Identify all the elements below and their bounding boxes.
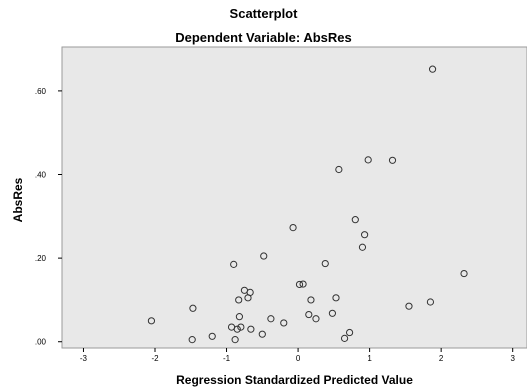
- data-point: [233, 325, 241, 333]
- plot-area: [61, 46, 527, 349]
- y-tick-label: .20: [35, 254, 47, 263]
- data-point: [231, 336, 239, 344]
- data-point: [230, 260, 238, 268]
- x-tick-label: 0: [296, 354, 301, 363]
- data-point: [289, 224, 297, 232]
- data-point: [332, 294, 340, 302]
- data-point: [188, 336, 196, 344]
- data-point: [267, 315, 275, 323]
- y-tick-label: .60: [35, 87, 47, 96]
- data-point: [299, 280, 307, 288]
- data-point: [258, 330, 266, 338]
- data-point: [208, 332, 216, 340]
- data-point: [358, 243, 367, 251]
- data-point: [460, 269, 468, 278]
- data-point: [312, 315, 320, 323]
- data-point: [426, 298, 435, 306]
- data-point: [428, 65, 437, 73]
- data-point: [246, 288, 254, 296]
- data-point: [328, 309, 337, 317]
- x-tick-label: 3: [510, 354, 515, 363]
- x-tick-label: -1: [223, 354, 231, 363]
- data-point: [364, 156, 372, 164]
- data-point: [388, 156, 397, 164]
- data-point: [247, 325, 255, 333]
- data-point: [147, 317, 156, 325]
- data-point: [235, 296, 243, 304]
- data-point: [405, 302, 413, 310]
- data-point: [260, 252, 268, 260]
- x-tick-label: 1: [367, 354, 372, 363]
- x-tick-label: -2: [151, 354, 159, 363]
- x-tick-label: -3: [80, 354, 88, 363]
- data-point: [235, 313, 244, 321]
- data-point: [295, 280, 304, 289]
- data-point: [345, 328, 354, 337]
- data-point: [351, 216, 359, 224]
- x-tick-label: 2: [439, 354, 444, 363]
- y-tick-label: .40: [35, 171, 47, 180]
- chart-subtitle: Dependent Variable: AbsRes: [175, 30, 352, 45]
- data-point: [189, 304, 197, 312]
- data-point: [307, 296, 315, 304]
- chart-title: Scatterplot: [229, 6, 298, 21]
- y-tick-label: .00: [35, 338, 47, 347]
- data-point: [237, 323, 245, 331]
- data-point: [361, 231, 369, 239]
- data-point: [321, 259, 329, 268]
- data-point: [280, 319, 288, 327]
- y-axis-label: AbsRes: [11, 177, 25, 223]
- data-point: [305, 310, 313, 319]
- data-point: [335, 165, 343, 174]
- data-point: [340, 334, 349, 342]
- x-axis-label: Regression Standardized Predicted Value: [176, 373, 413, 387]
